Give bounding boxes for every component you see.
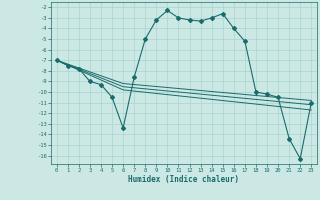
X-axis label: Humidex (Indice chaleur): Humidex (Indice chaleur) (129, 175, 239, 184)
